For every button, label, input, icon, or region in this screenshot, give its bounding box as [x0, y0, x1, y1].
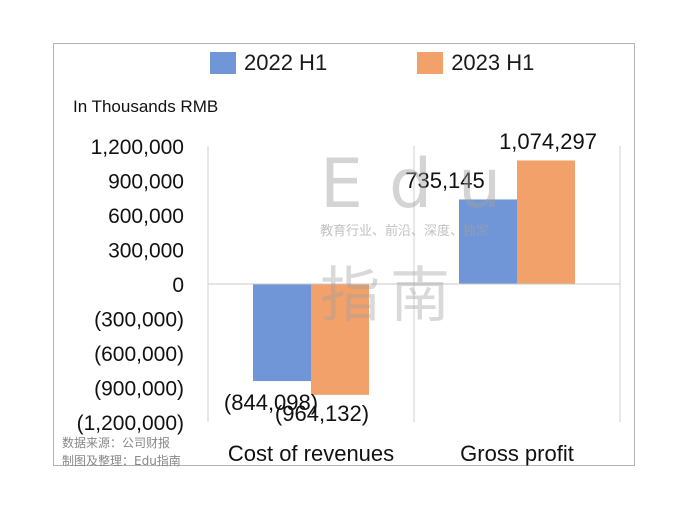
y-tick-label: 1,200,000: [91, 136, 184, 159]
x-category-label: Cost of revenues: [228, 441, 394, 466]
y-tick-label: (600,000): [94, 343, 184, 366]
source-note-line-2: 制图及整理：Edu指南: [62, 454, 181, 468]
data-label: (964,132): [275, 401, 369, 426]
x-category-label: Gross profit: [460, 441, 574, 466]
y-tick-label: 0: [172, 274, 184, 297]
legend-label-2022: 2022 H1: [244, 50, 328, 75]
data-label: 1,074,297: [499, 129, 597, 154]
bar-2022-h1-1: [459, 199, 517, 284]
bar-2022-h1-0: [253, 284, 311, 382]
legend-swatch-2023: [417, 52, 444, 74]
data-label: (844,098): [224, 390, 318, 415]
y-tick-label: 900,000: [108, 171, 184, 194]
y-tick-label: 600,000: [108, 205, 184, 228]
legend-item-2023: 2023 H1: [417, 50, 534, 76]
source-note-line-1: 数据来源：公司财报: [62, 436, 171, 450]
y-tick-label: 300,000: [108, 240, 184, 263]
y-tick-label: (1,200,000): [77, 412, 184, 435]
bar-2023-h1-0: [311, 284, 369, 395]
y-tick-label: (900,000): [94, 378, 184, 401]
legend-label-2023: 2023 H1: [451, 50, 535, 75]
legend-swatch-2022: [210, 52, 236, 74]
legend-item-2022: 2022 H1: [210, 50, 327, 76]
data-label: 735,145: [405, 168, 485, 193]
source-note: 数据来源：公司财报 制图及整理：Edu指南: [62, 434, 181, 470]
bar-2023-h1-1: [517, 160, 575, 284]
legend: 2022 H1 2023 H1: [210, 50, 624, 76]
units-label: In Thousands RMB: [73, 97, 219, 116]
y-tick-label: (300,000): [94, 309, 184, 332]
